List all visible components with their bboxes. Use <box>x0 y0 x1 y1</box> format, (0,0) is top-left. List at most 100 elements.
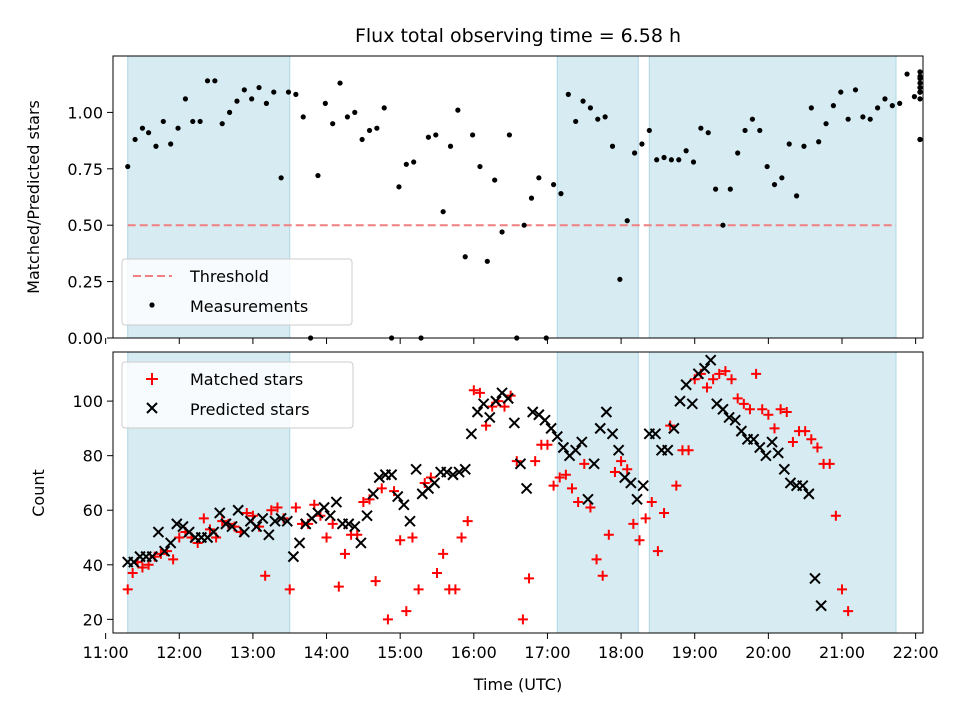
x-tick-label: 17:00 <box>524 643 570 662</box>
predicted-stars-point <box>428 477 441 489</box>
chart-title: Flux total observing time = 6.58 h <box>355 25 681 47</box>
x-axis-label: Time (UTC) <box>473 675 562 694</box>
measurement-point <box>867 116 873 122</box>
measurement-point <box>285 89 292 95</box>
matched-stars-point <box>843 606 854 617</box>
measurement-point <box>462 254 468 260</box>
matched-stars-point <box>382 614 393 625</box>
measurement-point <box>226 109 233 115</box>
matched-stars-point <box>738 398 749 409</box>
measurement-point <box>145 130 152 136</box>
measurement-point <box>904 71 910 77</box>
matched-stars-point <box>364 494 375 505</box>
matched-stars-point <box>358 497 369 508</box>
predicted-stars-point <box>809 572 821 585</box>
matched-stars-point <box>781 407 792 418</box>
measurement-point <box>455 107 461 113</box>
measurement-point <box>374 125 380 131</box>
measurement-point <box>403 161 409 167</box>
predicted-stars-point <box>484 411 496 424</box>
bottom-shaded-intervals <box>127 351 897 634</box>
measurement-point <box>440 209 446 215</box>
predicted-stars-point <box>588 458 600 470</box>
predicted-stars-point <box>747 433 760 446</box>
matched-stars-point <box>757 404 768 415</box>
measurement-point <box>381 105 387 111</box>
matched-stars-point <box>127 567 138 578</box>
x-tick-label: 21:00 <box>819 643 865 662</box>
measurement-point <box>352 109 358 115</box>
measurement-point <box>219 121 225 127</box>
bottom-plot-frame <box>112 351 924 634</box>
matched-stars-point <box>671 480 682 491</box>
y-tick-label: 20 <box>83 610 103 629</box>
predicted-stars-point <box>269 515 281 527</box>
measurement-point <box>278 175 284 181</box>
shaded-interval <box>648 55 897 339</box>
measurement-point <box>705 130 711 136</box>
matched-stars-point <box>321 532 332 543</box>
matched-stars-point <box>419 477 430 488</box>
y-tick-label: 1.00 <box>67 103 103 122</box>
predicted-stars-point <box>674 395 686 407</box>
predicted-stars-point <box>385 469 398 481</box>
measurement-point <box>506 132 513 138</box>
measurement-point <box>396 184 402 190</box>
measurement-point <box>860 114 866 120</box>
top-x-ticks <box>105 338 917 344</box>
measurement-point <box>469 132 476 138</box>
measurement-point <box>256 84 262 91</box>
legend-measurements-label: Measurements <box>190 297 308 316</box>
predicted-stars-point <box>514 458 527 470</box>
x-tick-label: 15:00 <box>377 643 423 662</box>
y-tick-label: 0.50 <box>67 216 103 235</box>
matched-stars-point <box>560 469 571 480</box>
predicted-stars-point <box>207 526 220 538</box>
x-tick-label: 13:00 <box>230 643 276 662</box>
x-tick-label: 16:00 <box>451 643 497 662</box>
predicted-stars-point <box>551 430 563 443</box>
measurement-point <box>917 69 923 75</box>
predicted-stars-point <box>152 526 165 538</box>
measurement-point <box>197 118 203 125</box>
matched-stars-point <box>425 472 436 483</box>
measurement-point <box>263 100 270 106</box>
matched-stars-point <box>370 576 381 587</box>
predicted-stars-point <box>704 354 717 366</box>
legend-predicted-stars-swatch <box>146 402 158 414</box>
y-tick-label: 100 <box>72 392 103 411</box>
measurement-point <box>330 121 336 127</box>
matched-stars-point <box>800 426 811 437</box>
measurement-point <box>764 163 770 170</box>
measurement-point <box>139 125 146 131</box>
shaded-interval <box>648 351 897 634</box>
bottom-legend-box <box>121 361 354 429</box>
matched-stars-point <box>468 385 479 396</box>
measurement-point <box>160 118 166 125</box>
top-y-ticks: 0.00 0.25 0.50 0.75 1.00 <box>67 103 113 348</box>
measurement-point <box>757 127 763 134</box>
measurement-point <box>366 127 373 134</box>
matched-stars-point <box>456 532 467 543</box>
predicted-stars-point <box>146 550 158 563</box>
measurement-point <box>808 105 814 111</box>
measurement-point <box>917 80 923 86</box>
measurement-point <box>661 154 667 161</box>
measurement-point <box>646 127 652 134</box>
matched-stars-point <box>284 584 295 595</box>
measurement-point <box>654 157 660 163</box>
y-tick-label: 40 <box>83 556 103 575</box>
predicted-stars-point <box>459 463 471 476</box>
legend-threshold-label: Threshold <box>189 267 269 286</box>
measurement-point <box>447 143 454 149</box>
matched-stars-point <box>407 532 418 543</box>
predicted-stars-point <box>490 395 502 407</box>
top-plot-frame <box>112 55 924 339</box>
predicted-stars-point <box>600 406 613 418</box>
matched-stars-point <box>634 535 645 546</box>
predicted-stars-point <box>318 501 330 514</box>
predicted-stars-point <box>293 537 306 549</box>
matched-stars-point <box>763 409 774 420</box>
predicted-stars-point <box>404 515 416 527</box>
measurement-point <box>175 125 181 131</box>
